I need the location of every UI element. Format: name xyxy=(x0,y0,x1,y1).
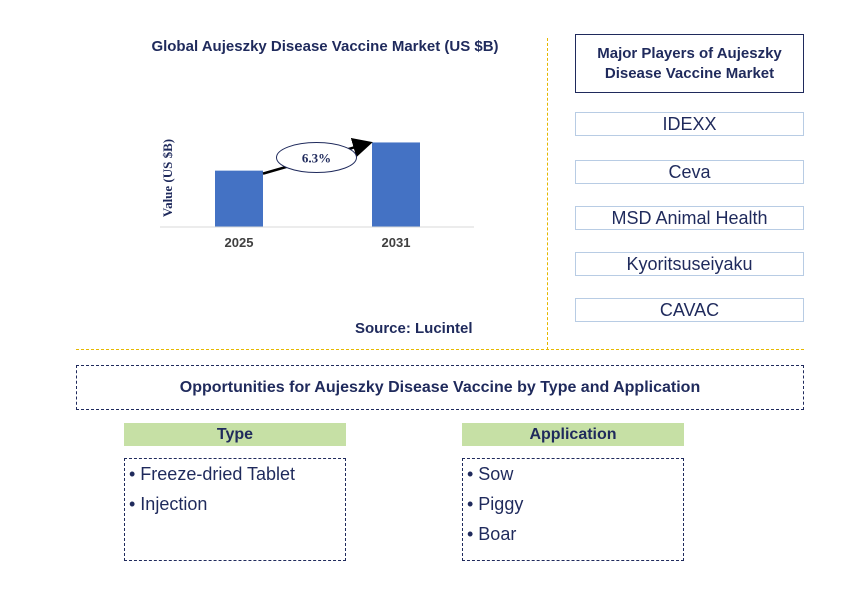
cagr-ellipse xyxy=(276,142,357,174)
player-msd-animal-health: MSD Animal Health xyxy=(575,206,804,230)
opportunities-title: Opportunities for Aujeszky Disease Vacci… xyxy=(76,365,804,410)
y-axis-label: Value (US $B) xyxy=(160,139,175,217)
horizontal-divider xyxy=(76,349,804,350)
source-label: Source: Lucintel xyxy=(355,320,473,337)
cagr-label: 6.3% xyxy=(302,151,331,166)
player-ceva: Ceva xyxy=(575,160,804,184)
type-item: • Freeze-dried Tablet xyxy=(129,464,296,484)
x-tick-label: 2031 xyxy=(382,235,411,250)
type-item: • Injection xyxy=(129,494,208,514)
application-item: • Boar xyxy=(467,524,517,544)
x-tick-label: 2025 xyxy=(225,235,254,250)
application-item: • Sow xyxy=(467,464,514,484)
chart-title: Global Aujeszky Disease Vaccine Market (… xyxy=(151,38,499,55)
player-kyoritsuseiyaku: Kyoritsuseiyaku xyxy=(575,252,804,276)
application-item: • Piggy xyxy=(467,494,524,514)
vertical-divider xyxy=(547,38,548,350)
bar-2025 xyxy=(215,170,263,227)
application-header: Application xyxy=(462,423,684,446)
type-header: Type xyxy=(124,423,346,446)
bar-chart: Value (US $B) 2025 2031 6.3% xyxy=(160,137,474,250)
player-idexx: IDEXX xyxy=(575,112,804,136)
players-header: Major Players of Aujeszky Disease Vaccin… xyxy=(575,34,804,93)
bar-2031 xyxy=(372,142,420,227)
type-list: • Freeze-dried Tablet • Injection xyxy=(124,458,346,561)
application-list: • Sow • Piggy • Boar xyxy=(462,458,684,561)
player-cavac: CAVAC xyxy=(575,298,804,322)
